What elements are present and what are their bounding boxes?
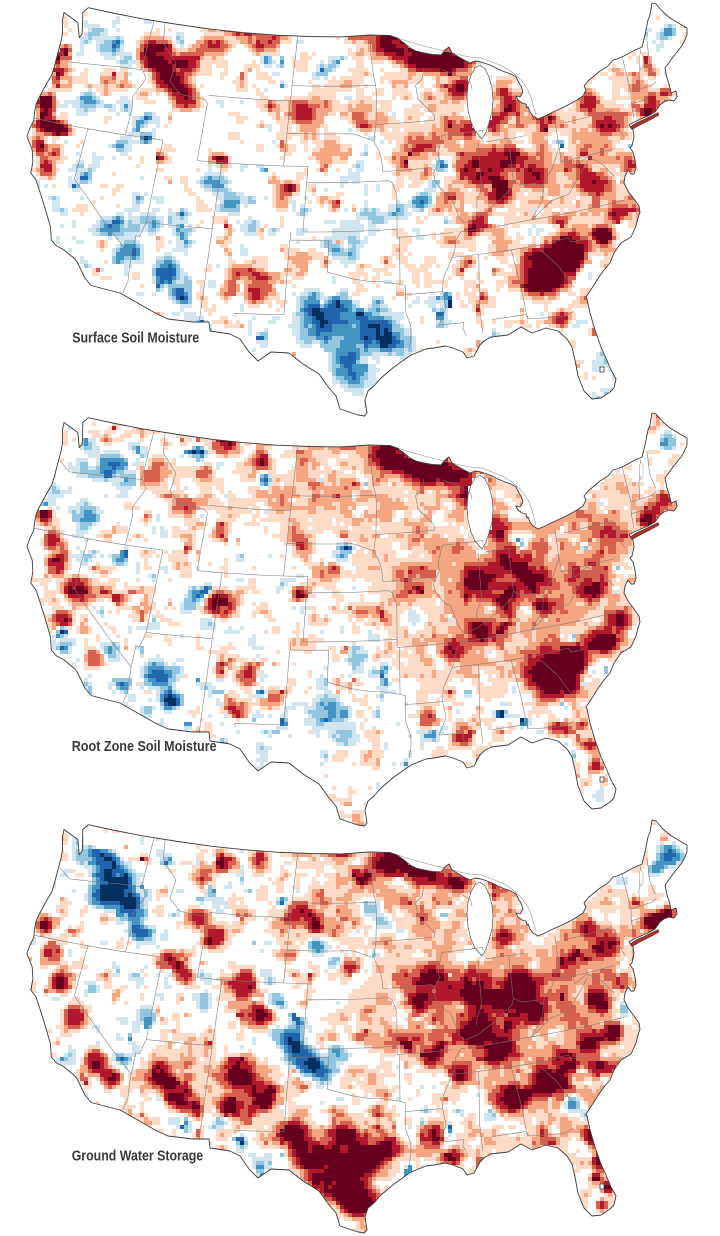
svg-text:Root Zone Soil Moisture: Root Zone Soil Moisture [72,739,217,755]
svg-text:Surface Soil Moisture: Surface Soil Moisture [72,330,199,346]
svg-text:Ground Water Storage: Ground Water Storage [72,1149,204,1165]
